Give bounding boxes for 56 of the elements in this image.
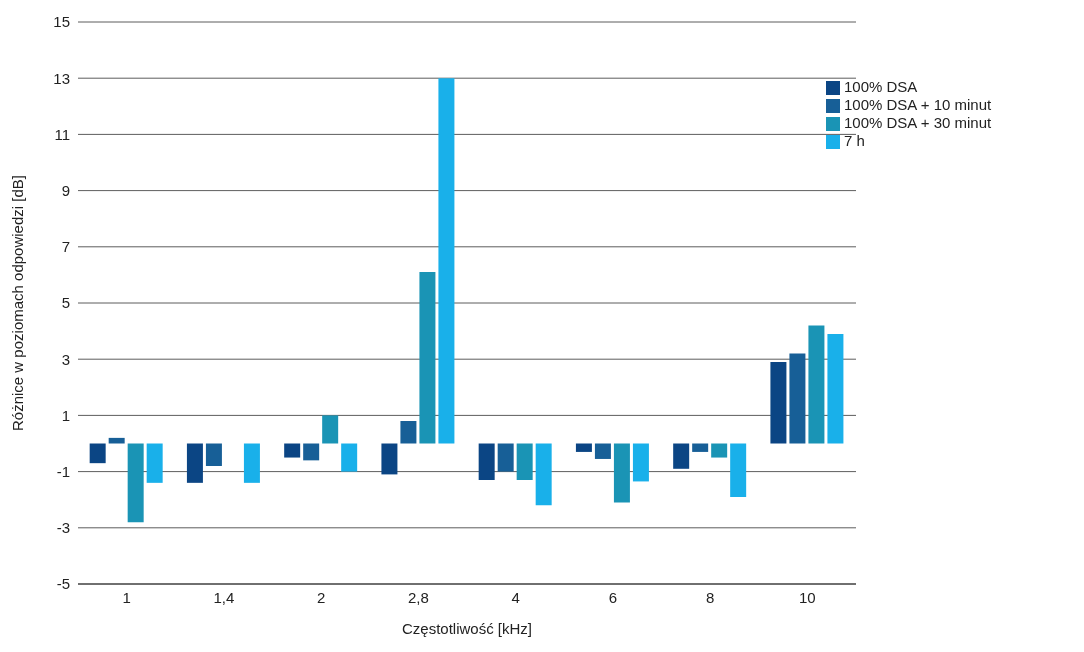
bar [108, 437, 125, 444]
x-tick-label: 2 [316, 588, 326, 606]
y-tick-label: 13 [53, 69, 70, 87]
bar [322, 415, 339, 444]
y-tick-label: 11 [54, 125, 70, 143]
bar [808, 325, 825, 444]
bar [127, 443, 144, 523]
bar [692, 443, 709, 452]
bar [673, 443, 690, 469]
y-tick-label: 7 [61, 238, 70, 256]
bar [205, 443, 222, 466]
x-tick-label: 1,4 [213, 588, 235, 606]
bar [89, 443, 106, 464]
bar [438, 78, 455, 444]
bar [419, 272, 436, 444]
y-tick-label: 15 [53, 13, 70, 31]
bar [146, 443, 163, 483]
x-tick-label: 6 [608, 588, 618, 606]
bar [632, 443, 649, 482]
x-axis-title: Częstotliwość [kHz] [401, 620, 533, 637]
bar [497, 443, 514, 472]
bar [381, 443, 398, 475]
legend-label: 100% DSA + 10 minut [844, 96, 992, 113]
bar [243, 443, 260, 483]
bar [594, 443, 611, 459]
bar [711, 443, 728, 458]
bar [575, 443, 592, 452]
x-tick-label: 8 [705, 588, 715, 606]
legend-label: 7 h [844, 132, 865, 149]
y-tick-label: 3 [61, 350, 70, 368]
bar [770, 362, 787, 444]
x-tick-label: 10 [799, 588, 816, 606]
x-tick-label: 1 [122, 588, 131, 606]
bar [535, 443, 552, 506]
bar [516, 443, 533, 481]
bar [730, 443, 747, 497]
bar [284, 443, 301, 458]
bar [341, 443, 358, 472]
bar [789, 353, 806, 444]
x-tick-label: 4 [511, 588, 520, 606]
y-axis-title: Różnice w poziomach odpowiedzi [dB] [9, 175, 27, 431]
legend-label: 100% DSA [844, 78, 918, 95]
bar [478, 443, 495, 481]
y-tick-label: -1 [56, 462, 70, 480]
bar [400, 421, 417, 444]
y-tick-label: 1 [61, 406, 70, 424]
bar [303, 443, 320, 461]
y-tick-label: -5 [56, 575, 70, 593]
y-tick-label: 5 [61, 294, 70, 312]
legend-label: 100% DSA + 30 minut [844, 114, 992, 131]
y-tick-label: -3 [56, 519, 70, 537]
y-tick-label: 9 [61, 181, 70, 199]
bar [186, 443, 203, 483]
x-tick-label: 2,8 [407, 588, 429, 606]
bar [613, 443, 630, 503]
bar [827, 333, 844, 444]
